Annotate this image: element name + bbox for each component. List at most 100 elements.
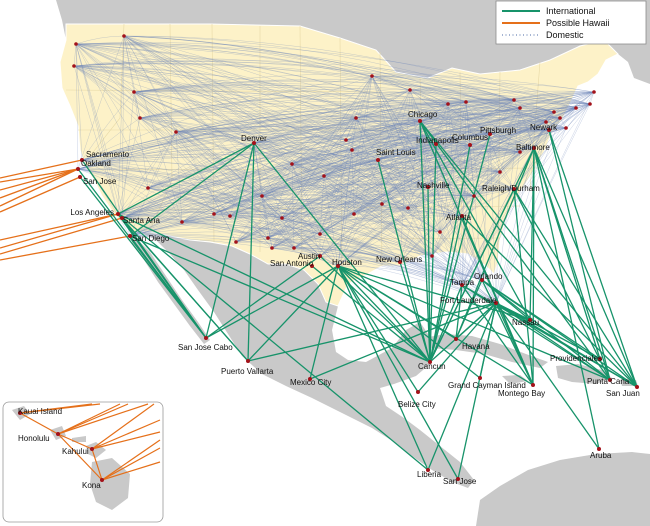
international-route [495,302,600,450]
airport-dot [138,116,142,120]
domestic-route [439,231,483,281]
airport-label-sanjuan: San Juan [606,389,640,398]
domestic-route [267,237,295,249]
domestic-route [133,91,255,144]
airport-dot [544,120,548,124]
domestic-route [73,65,471,146]
airport-dot-houston [336,264,340,268]
inset-airport-dot-honolulu [56,432,60,436]
big-island-shape [90,458,130,510]
airport-dot-saintlouis [376,158,380,162]
domestic-route [175,98,591,133]
domestic-route [181,220,321,235]
domestic-route [565,103,591,129]
domestic-route [75,43,183,223]
domestic-route [355,109,561,119]
airport-dot [380,202,384,206]
domestic-route [439,151,521,233]
international-route [81,159,207,339]
international-route [247,302,497,362]
domestic-route [147,89,411,189]
domestic-route [139,117,215,215]
domestic-route [175,100,467,133]
domestic-route [345,130,491,141]
domestic-route [175,131,501,173]
domestic-route [267,99,515,239]
international-route [205,142,255,339]
airport-label-oakland: Oakland [81,159,111,168]
domestic-route [129,131,177,237]
international-route [461,215,638,388]
international-route [455,147,535,340]
airport-dot-havana [454,337,458,341]
domestic-route [139,92,515,119]
airport-dot-grandcayman [478,376,482,380]
inset-hawaii-route [57,433,103,481]
domestic-route [519,105,577,109]
domestic-route [439,215,463,233]
domestic-route [73,65,357,119]
international-route [495,302,531,321]
domestic-route [519,121,547,153]
airport-label-providenciales: Providenciales [550,354,602,363]
domestic-route [139,117,429,188]
domestic-route [409,89,501,173]
inset-airport-dot-kahului [90,447,94,451]
airport-dot-orlando [480,278,484,282]
domestic-route [323,107,521,177]
domestic-route [133,73,595,93]
airport-dot [430,254,434,258]
airport-dot-atlanta [460,214,464,218]
airport-dot-tampa [460,283,464,287]
domestic-route [129,117,357,237]
domestic-route [75,43,79,170]
domestic-route [75,43,83,161]
domestic-route [319,121,547,235]
domestic-route [409,89,515,101]
domestic-route [121,211,215,219]
domestic-route [75,43,409,209]
domestic-route [261,89,411,197]
domestic-route [281,209,463,219]
domestic-route [499,107,521,173]
domestic-route [133,91,149,189]
domestic-route [175,130,353,151]
international-route [481,279,531,321]
domestic-route [407,207,463,286]
airport-dot-nashville [426,185,430,189]
airport-dot [292,246,296,250]
domestic-route [133,91,141,119]
domestic-route [513,91,595,101]
domestic-route [291,89,411,165]
international-route [205,265,339,339]
domestic-route [473,103,591,197]
international-route [121,217,249,362]
domestic-route [175,131,237,243]
domestic-route [75,43,437,145]
domestic-route [147,75,373,189]
domestic-route [121,217,497,304]
domestic-route [381,121,547,205]
domestic-route [229,175,325,217]
domestic-route [75,43,293,165]
domestic-route [495,127,567,304]
airport-dot-puntacana [608,378,612,382]
airport-dot [290,162,294,166]
domestic-route [431,99,515,257]
domestic-route [123,35,283,219]
airport-dot [406,206,410,210]
airport-label-denver: Denver [241,134,267,143]
international-route [399,261,431,363]
domestic-route [175,114,567,133]
domestic-route [121,35,125,219]
international-route [529,147,535,321]
airport-dot-indianapolis [434,142,438,146]
airport-dot-sanjose [78,175,82,179]
hawaii-route [0,168,79,199]
airport-dot [180,220,184,224]
domestic-route [133,91,437,145]
domestic-route [409,87,591,105]
domestic-route [407,207,433,257]
domestic-route [133,91,441,233]
